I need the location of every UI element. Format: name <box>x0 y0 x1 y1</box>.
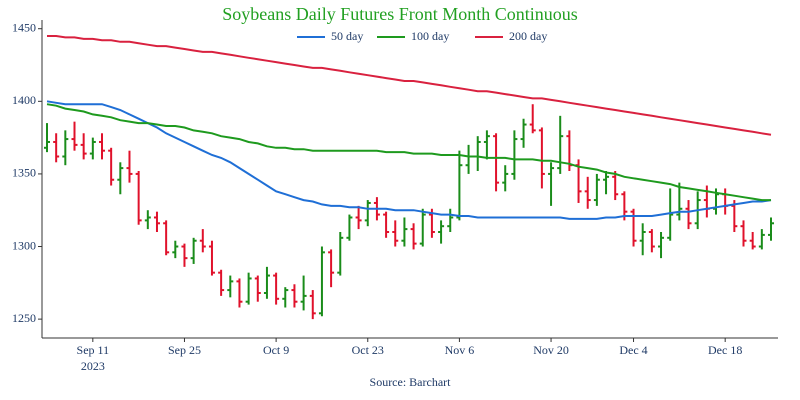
x-tick-label: Nov 20 <box>533 343 569 357</box>
source-note: Source: Barchart <box>370 375 452 389</box>
x-tick-label: Sep 25 <box>168 343 201 357</box>
x-tick-label: Oct 23 <box>352 343 384 357</box>
y-tick-label: 1450 <box>12 20 36 34</box>
x-tick-label: Dec 18 <box>708 343 742 357</box>
legend-label: 50 day <box>331 29 363 43</box>
legend-label: 200 day <box>509 29 547 43</box>
x-tick-label: Oct 9 <box>263 343 289 357</box>
x-tick-label: Nov 6 <box>445 343 475 357</box>
moving-average-line <box>47 35 772 136</box>
moving-average-line <box>46 100 772 220</box>
x-tick-label: Dec 4 <box>619 343 647 357</box>
legend-label: 100 day <box>411 29 449 43</box>
x-tick-label: Sep 11 <box>77 343 110 357</box>
chart-title: Soybeans Daily Futures Front Month Conti… <box>222 4 578 24</box>
year-label: 2023 <box>81 359 105 373</box>
y-tick-label: 1300 <box>12 238 36 252</box>
y-tick-label: 1250 <box>12 311 36 325</box>
moving-average-line <box>46 103 771 202</box>
y-tick-label: 1350 <box>12 166 36 180</box>
y-tick-label: 1400 <box>12 93 36 107</box>
